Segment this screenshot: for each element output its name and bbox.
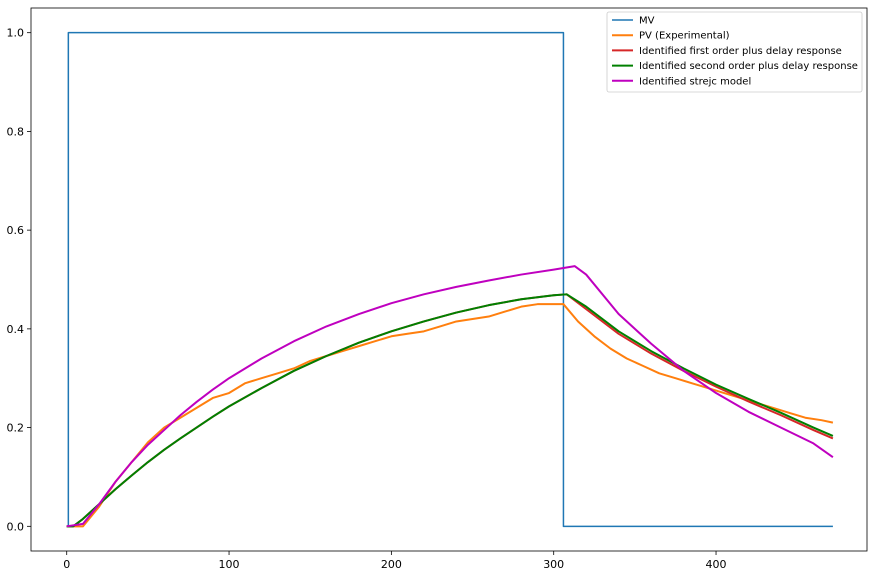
x-tick-label: 100 (219, 558, 240, 571)
y-tick-label: 0.4 (7, 323, 25, 336)
legend-label: MV (639, 16, 655, 27)
series-line-3 (66, 293, 834, 528)
y-tick-label: 0.6 (7, 224, 25, 237)
plot-lines (66, 31, 834, 528)
legend-label: Identified strejc model (639, 76, 751, 87)
legend-label: PV (Experimental) (639, 31, 730, 42)
y-tick-label: 1.0 (7, 27, 25, 40)
plot-frame (30, 7, 868, 552)
y-tick-label: 0.0 (7, 520, 25, 533)
x-tick-label: 0 (63, 558, 70, 571)
y-axis: 0.0 0.2 0.4 0.6 0.8 1.0 (7, 27, 31, 533)
legend-box (606, 11, 863, 93)
x-tick-label: 300 (543, 558, 564, 571)
series-line-2 (66, 293, 834, 528)
y-tick-label: 0.8 (7, 125, 25, 138)
x-axis: 0 100 200 300 400 (63, 551, 727, 571)
series-line-0 (66, 31, 833, 528)
legend-label: Identified first order plus delay respon… (639, 46, 842, 57)
series-line-4 (66, 265, 834, 528)
x-tick-label: 400 (706, 558, 727, 571)
legend-label: Identified second order plus delay respo… (639, 61, 858, 72)
y-tick-label: 0.2 (7, 422, 25, 435)
x-tick-label: 200 (381, 558, 402, 571)
legend: MV PV (Experimental) Identified first orde… (606, 11, 863, 93)
